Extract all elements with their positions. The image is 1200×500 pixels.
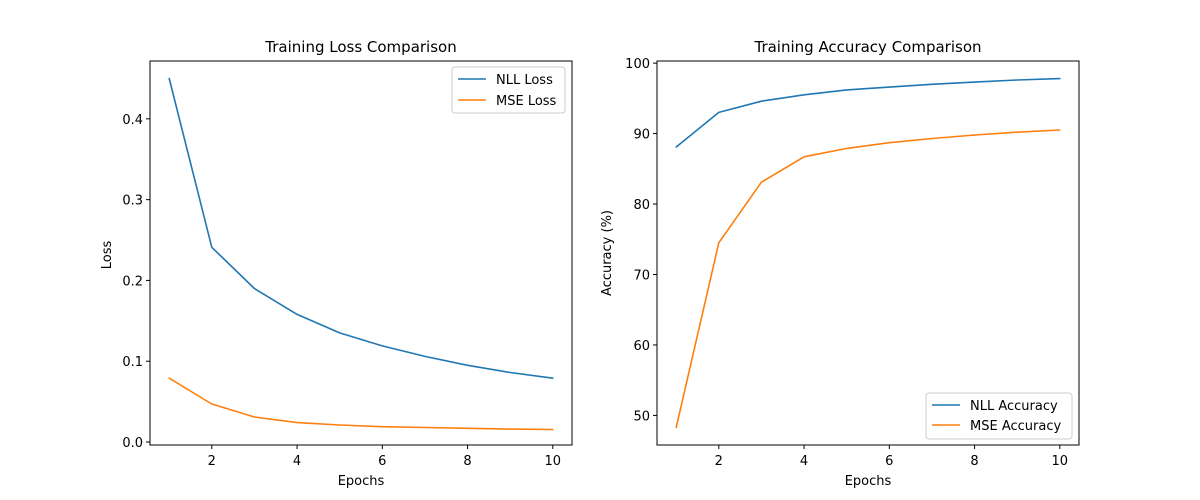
loss-chart: Training Loss Comparison Epochs Loss 2 4 6… <box>100 38 573 489</box>
accuracy-y-tick-label: 90 <box>633 128 650 143</box>
loss-x-tick-label: 8 <box>463 454 471 469</box>
accuracy-legend-box <box>925 392 1073 440</box>
accuracy-ticks: 2 4 6 8 10 50 60 70 80 90 100 <box>625 57 1068 469</box>
loss-chart-title: Training Loss Comparison <box>264 38 456 56</box>
accuracy-series-lines <box>675 77 1061 429</box>
loss-line-mse-loss <box>168 377 554 431</box>
accuracy-y-tick-label: 80 <box>633 198 650 213</box>
loss-y-tick-label: 0.2 <box>122 274 143 289</box>
accuracy-x-tick-label: 6 <box>885 454 893 469</box>
accuracy-line-nll-accuracy <box>675 77 1061 148</box>
loss-y-tick-label: 0.3 <box>122 194 143 209</box>
accuracy-legend-label-nll: NLL Accuracy <box>970 399 1058 414</box>
loss-legend: NLL Loss MSE Loss <box>451 66 566 114</box>
loss-series-lines <box>168 77 554 431</box>
loss-y-tick-label: 0.1 <box>122 355 143 370</box>
loss-x-tick-label: 2 <box>208 454 216 469</box>
loss-x-axis-label: Epochs <box>338 474 385 489</box>
loss-line-nll-loss <box>168 77 554 380</box>
accuracy-y-tick-label: 60 <box>633 339 650 354</box>
accuracy-legend-label-mse: MSE Accuracy <box>970 419 1061 434</box>
accuracy-x-tick-label: 4 <box>800 454 808 469</box>
loss-y-tick-label: 0.4 <box>122 113 143 128</box>
accuracy-plot-frame <box>656 60 1080 446</box>
accuracy-chart-title: Training Accuracy Comparison <box>753 38 981 56</box>
loss-ticks: 2 4 6 8 10 0.0 0.1 0.2 0.3 0.4 <box>122 113 561 469</box>
loss-legend-label-mse: MSE Loss <box>496 94 557 109</box>
accuracy-legend: NLL Accuracy MSE Accuracy <box>925 392 1073 440</box>
loss-y-axis-label: Loss <box>100 241 115 270</box>
accuracy-y-tick-label: 50 <box>633 409 650 424</box>
accuracy-x-axis-label: Epochs <box>845 474 892 489</box>
accuracy-x-tick-label: 10 <box>1052 454 1069 469</box>
accuracy-chart: Training Accuracy Comparison Epochs Accu… <box>600 38 1080 489</box>
accuracy-y-tick-label: 70 <box>633 268 650 283</box>
accuracy-x-tick-label: 8 <box>970 454 978 469</box>
loss-y-tick-label: 0.0 <box>122 436 143 451</box>
accuracy-x-tick-label: 2 <box>715 454 723 469</box>
loss-legend-label-nll: NLL Loss <box>496 73 553 88</box>
loss-plot-frame <box>149 60 573 446</box>
loss-x-tick-label: 6 <box>378 454 386 469</box>
accuracy-y-tick-label: 100 <box>625 57 650 72</box>
loss-x-tick-label: 10 <box>545 454 562 469</box>
accuracy-line-mse-accuracy <box>675 129 1061 429</box>
accuracy-y-axis-label: Accuracy (%) <box>600 210 615 296</box>
loss-x-tick-label: 4 <box>293 454 301 469</box>
